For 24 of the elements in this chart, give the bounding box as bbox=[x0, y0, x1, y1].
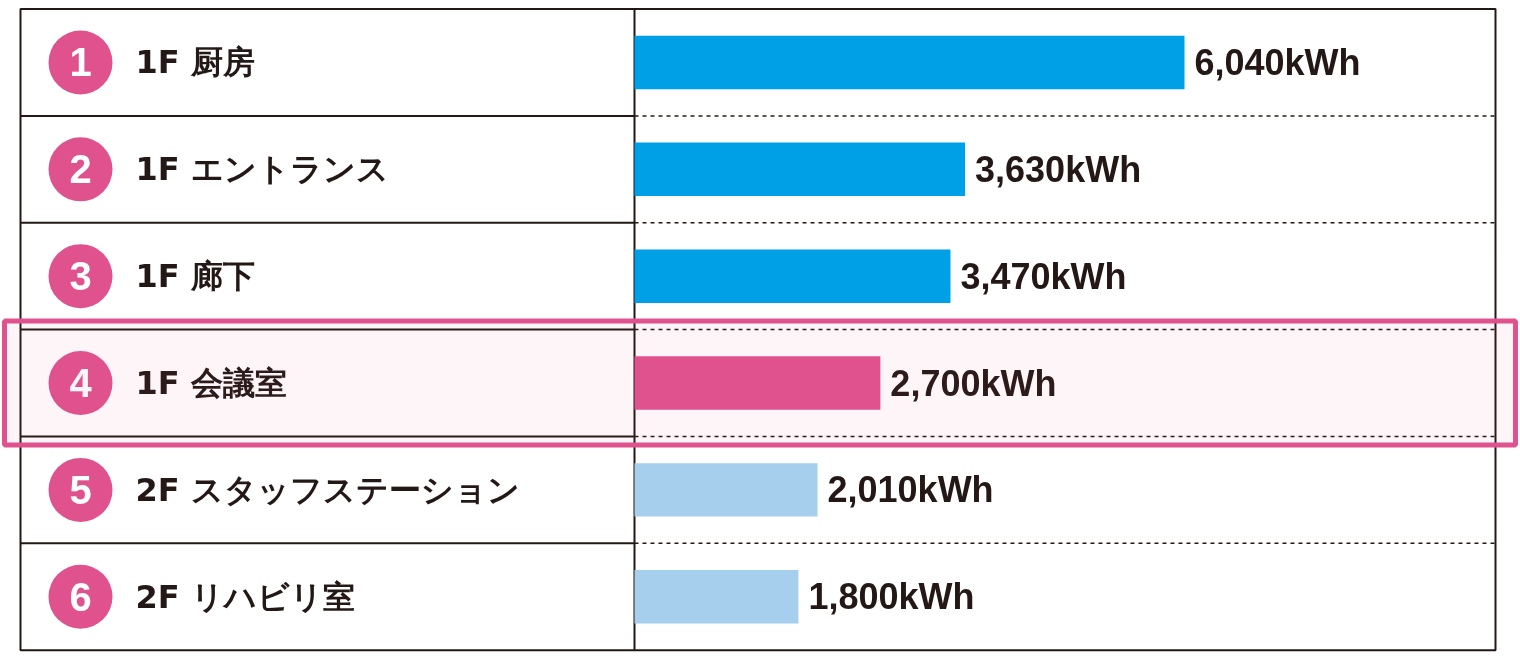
data-label: 1,800kWh bbox=[808, 576, 975, 618]
text: 2 bbox=[69, 147, 92, 192]
text: 6 bbox=[69, 574, 92, 619]
data-label: 3,630kWh bbox=[975, 148, 1142, 190]
y-tick-label: 2F スタッフステーション bbox=[135, 470, 520, 509]
bar bbox=[634, 463, 818, 517]
data-label: 2,700kWh bbox=[890, 362, 1057, 404]
y-tick-label: 1F エントランス bbox=[135, 150, 389, 189]
data-label: 3,470kWh bbox=[960, 255, 1127, 297]
text: 4 bbox=[69, 361, 93, 406]
data-label: 6,040kWh bbox=[1194, 41, 1361, 83]
y-tick-label: 1F 会議室 bbox=[135, 364, 287, 403]
bar bbox=[634, 570, 799, 624]
y-tick-label: 1F 厨房 bbox=[135, 43, 255, 82]
text: 1 bbox=[69, 40, 92, 85]
text: 5 bbox=[69, 467, 92, 512]
data-label: 2,010kWh bbox=[827, 469, 994, 511]
bar bbox=[634, 249, 951, 303]
bar bbox=[634, 356, 881, 410]
bar bbox=[634, 35, 1185, 90]
bar bbox=[634, 142, 966, 197]
y-tick-label: 1F 廊下 bbox=[135, 257, 255, 296]
text: 3 bbox=[69, 254, 92, 299]
y-tick-label: 2F リハビリ室 bbox=[135, 577, 355, 616]
